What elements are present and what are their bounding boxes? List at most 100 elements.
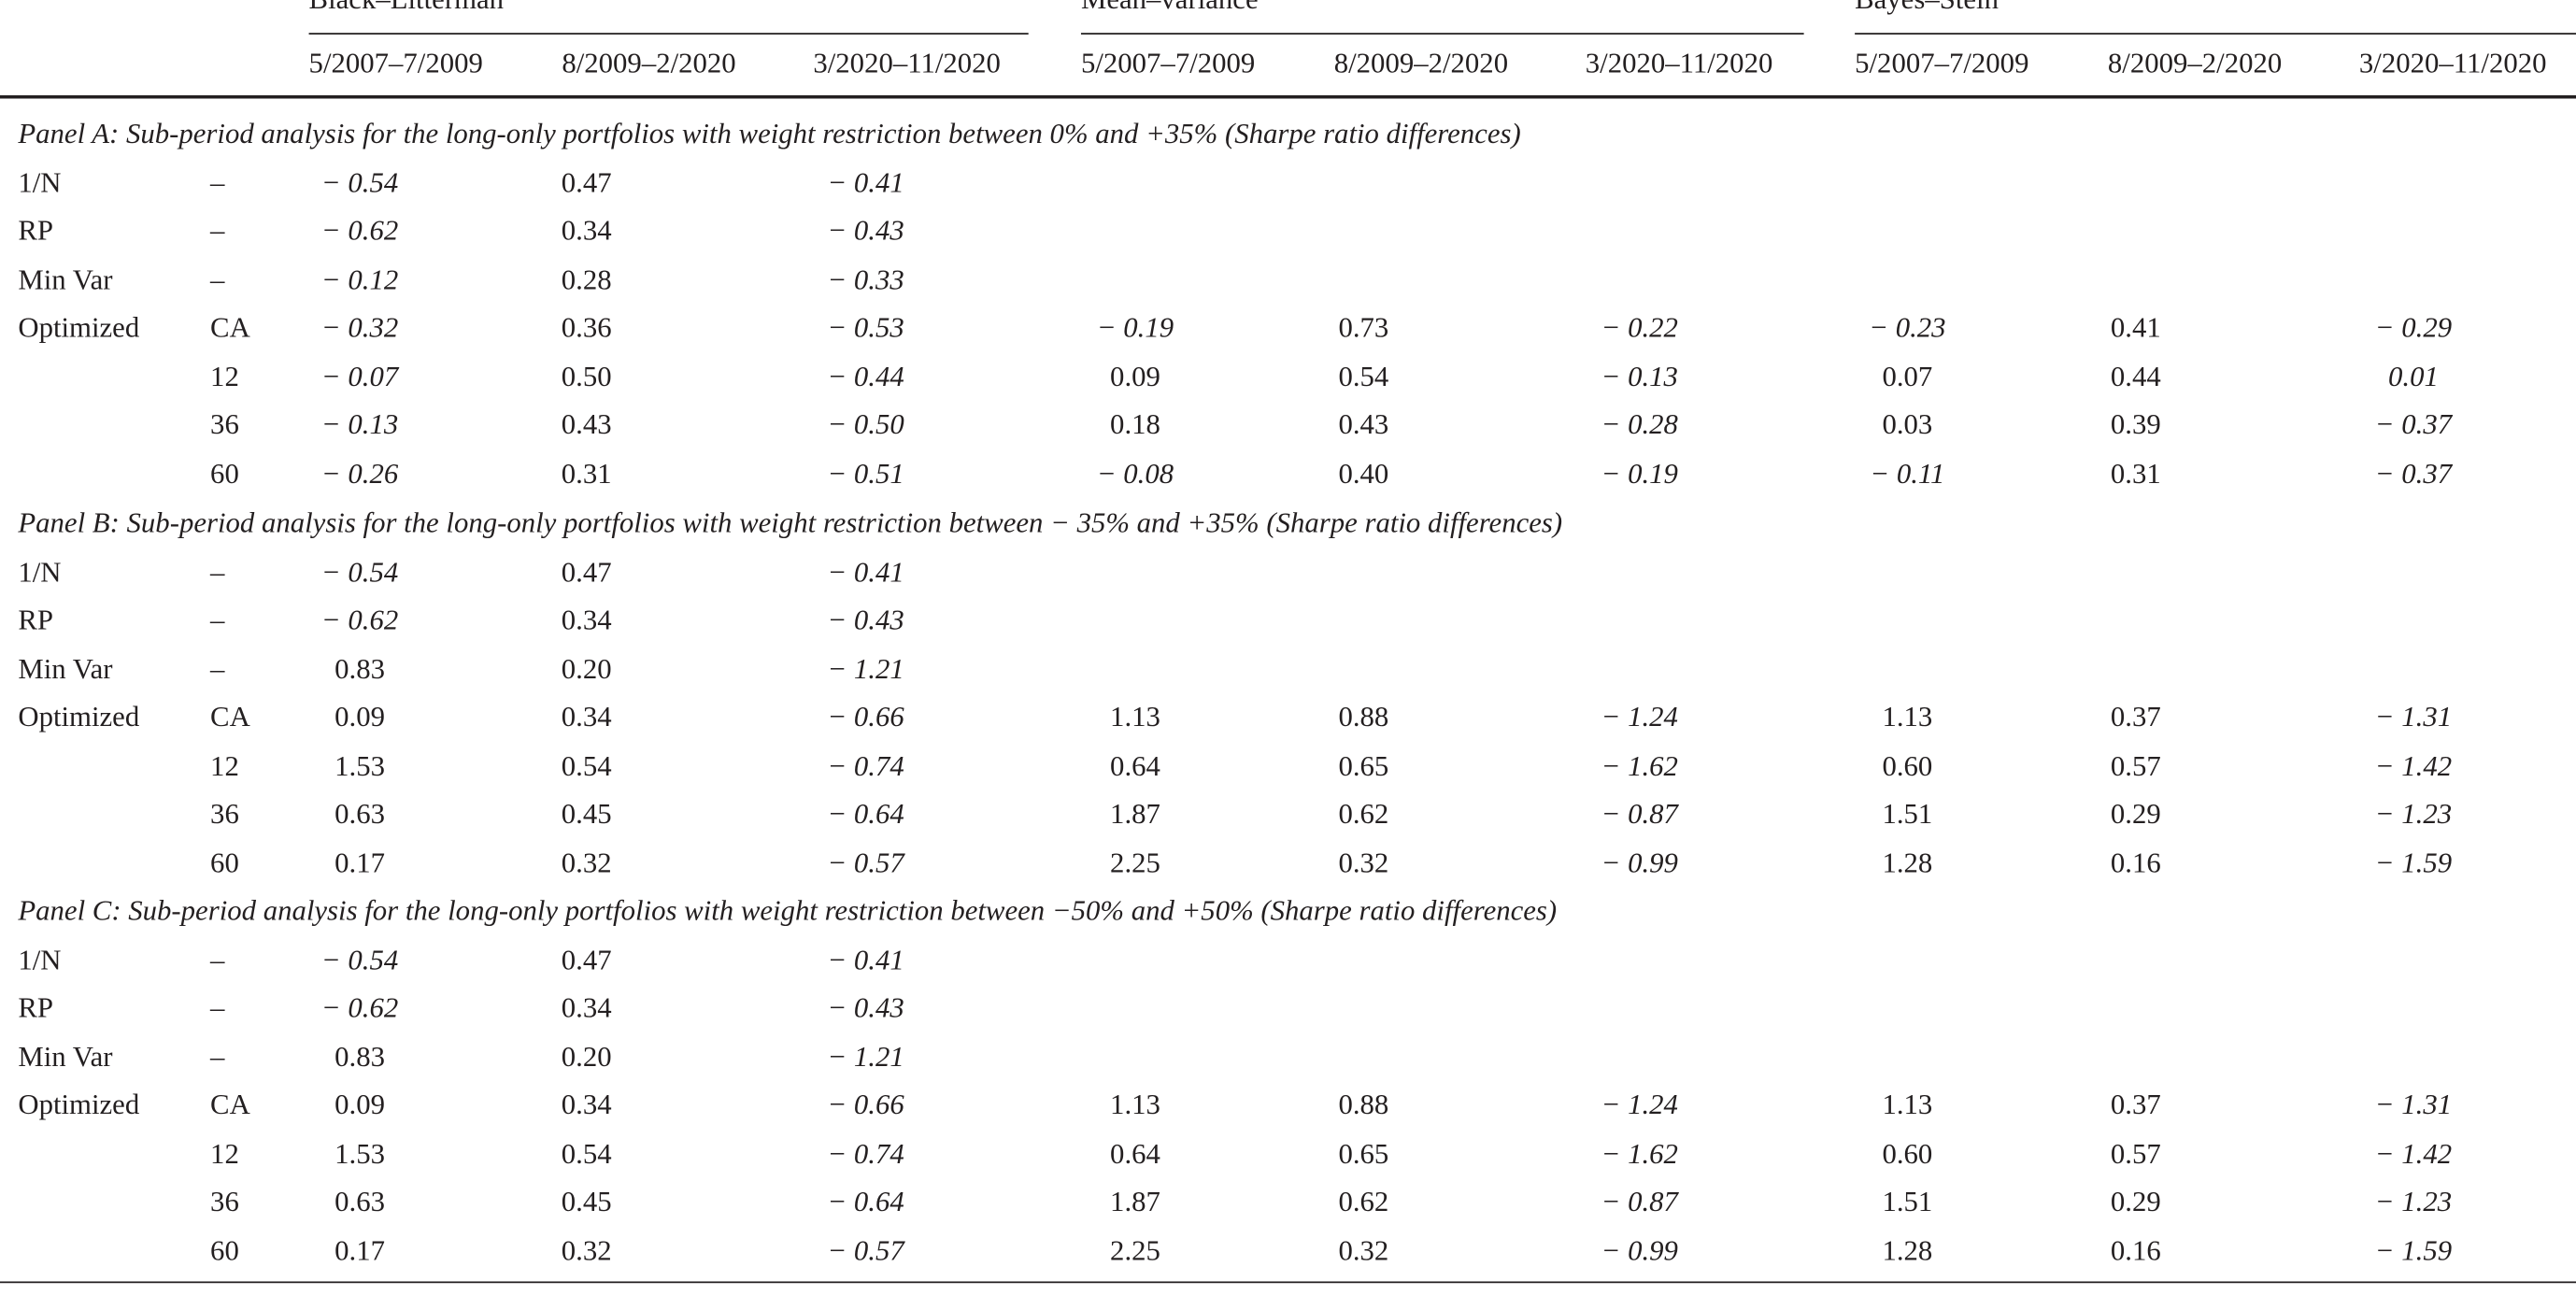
header-rule xyxy=(0,94,2576,100)
table-cell: − 0.64 xyxy=(827,1184,904,1217)
row-sublabel: – xyxy=(210,213,225,247)
table-cell: − 0.50 xyxy=(827,407,904,441)
table-cell: 0.57 xyxy=(2110,1135,2161,1170)
row-sublabel: – xyxy=(210,164,225,198)
table-cell: 1.87 xyxy=(1110,1184,1160,1217)
table-cell: 0.34 xyxy=(561,1087,612,1121)
table-cell: 0.09 xyxy=(1110,359,1160,392)
table-cell: 0.36 xyxy=(561,310,612,344)
table-cell: 0.17 xyxy=(334,1232,385,1266)
table-cell: 0.34 xyxy=(561,700,612,733)
table-cell: 0.31 xyxy=(2110,455,2161,490)
table-cell: 1.51 xyxy=(1882,796,1933,830)
table-cell: − 1.62 xyxy=(1601,1135,1678,1170)
table-cell: − 1.24 xyxy=(1601,700,1678,733)
table-cell: 0.40 xyxy=(1338,455,1389,490)
row-label: RP xyxy=(18,213,53,247)
table-cell: − 1.31 xyxy=(2374,700,2453,733)
table-cell: − 0.07 xyxy=(320,359,399,392)
table-cell: 0.73 xyxy=(1338,310,1389,344)
table-cell: − 1.62 xyxy=(1601,747,1678,782)
table-cell: 1.13 xyxy=(1110,1087,1160,1121)
table-cell: − 0.53 xyxy=(827,310,904,344)
row-sublabel: 60 xyxy=(210,1232,239,1266)
row-sublabel: – xyxy=(210,554,225,588)
table-cell: − 1.31 xyxy=(2374,1087,2453,1121)
table-cell: − 0.12 xyxy=(320,262,399,295)
table-cell: − 1.42 xyxy=(2374,1135,2453,1170)
table-cell: 0.03 xyxy=(1882,407,1933,441)
table-cell: 0.37 xyxy=(2110,1087,2161,1121)
table-cell: − 1.42 xyxy=(2374,747,2453,782)
row-sublabel: CA xyxy=(210,310,250,344)
table-cell: − 0.74 xyxy=(827,747,904,782)
table-cell: − 0.32 xyxy=(320,310,399,344)
table-cell: − 0.62 xyxy=(320,990,399,1024)
table-cell: 0.29 xyxy=(2110,796,2161,830)
row-sublabel: 60 xyxy=(210,845,239,878)
table-cell: − 0.08 xyxy=(1096,455,1174,490)
table-cell: − 0.74 xyxy=(827,1135,904,1170)
period-header: 5/2007–7/2009 xyxy=(1855,46,2029,79)
period-header: 5/2007–7/2009 xyxy=(308,46,483,79)
row-label: 1/N xyxy=(18,164,62,198)
bottom-rule xyxy=(0,1281,2576,1284)
row-sublabel: 36 xyxy=(210,407,239,441)
table-cell: − 1.23 xyxy=(2374,1184,2453,1217)
table-cell: − 0.29 xyxy=(2374,310,2453,344)
table-cell: 0.47 xyxy=(561,942,612,975)
table-cell: 0.37 xyxy=(2110,700,2161,733)
table-cell: 0.34 xyxy=(561,603,612,636)
table-cell: 0.83 xyxy=(334,651,385,685)
row-sublabel: 12 xyxy=(210,747,239,782)
table-cell: 0.62 xyxy=(1338,796,1389,830)
table-cell: 0.62 xyxy=(1338,1184,1389,1217)
table-cell: − 0.64 xyxy=(827,796,904,830)
table-cell: − 0.66 xyxy=(827,700,904,733)
table-cell: 2.25 xyxy=(1110,1232,1160,1266)
table-cell: 0.32 xyxy=(1338,1232,1389,1266)
table-cell: − 0.41 xyxy=(827,554,904,588)
table-cell: − 0.54 xyxy=(320,942,399,975)
table-cell: 0.01 xyxy=(2388,359,2439,392)
table-cell: − 0.43 xyxy=(827,990,904,1024)
table-cell: 1.13 xyxy=(1110,700,1160,733)
table-cell: 0.34 xyxy=(561,990,612,1024)
row-label: Min Var xyxy=(18,262,113,295)
table-cell: 0.47 xyxy=(561,164,612,198)
table-cell: − 0.44 xyxy=(827,359,904,392)
table-cell: 0.50 xyxy=(561,359,612,392)
table-cell: − 0.37 xyxy=(2374,455,2453,490)
period-header: 8/2009–2/2020 xyxy=(1333,46,1509,79)
table-cell: 0.09 xyxy=(334,1087,385,1121)
table-cell: 0.64 xyxy=(1110,747,1160,782)
table-cell: 0.34 xyxy=(561,213,612,247)
row-sublabel: – xyxy=(210,942,225,975)
table-cell: − 0.22 xyxy=(1601,310,1678,344)
row-sublabel: 60 xyxy=(210,455,239,490)
table-cell: 0.32 xyxy=(1338,845,1389,878)
table-cell: 0.32 xyxy=(561,1232,612,1266)
table-cell: 1.51 xyxy=(1882,1184,1933,1217)
table-cell: 0.16 xyxy=(2110,845,2161,878)
table-cell: − 0.99 xyxy=(1601,1232,1678,1266)
table-cell: 0.31 xyxy=(561,455,612,490)
table-cell: − 0.33 xyxy=(827,262,904,295)
row-sublabel: – xyxy=(210,990,225,1024)
row-sublabel: – xyxy=(210,1039,225,1073)
group-rule-mean-variance xyxy=(1080,33,1804,36)
table-cell: 1.87 xyxy=(1110,796,1160,830)
table-cell: − 0.66 xyxy=(827,1087,904,1121)
table-cell: 0.28 xyxy=(561,262,612,295)
table-cell: 0.07 xyxy=(1882,359,1933,392)
table-cell: 0.60 xyxy=(1882,747,1933,782)
table-cell: 0.54 xyxy=(561,747,612,782)
table-cell: 0.39 xyxy=(2110,407,2161,441)
period-header: 3/2020–11/2020 xyxy=(2358,46,2547,79)
table-cell: 0.47 xyxy=(561,554,612,588)
table-cell: − 0.26 xyxy=(320,455,399,490)
panel-title: Panel B: Sub-period analysis for the lon… xyxy=(18,505,1563,539)
table-cell: 0.57 xyxy=(2110,747,2161,782)
period-header: 3/2020–11/2020 xyxy=(1585,46,1773,79)
